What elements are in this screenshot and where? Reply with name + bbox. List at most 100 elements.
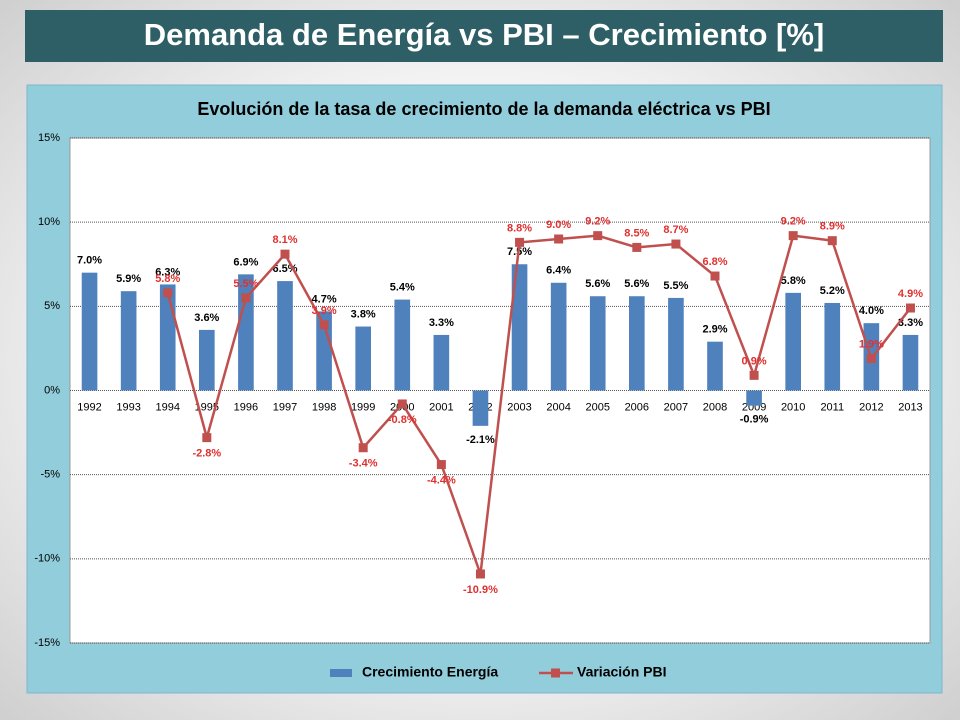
- bar: [81, 272, 98, 391]
- bar-value-label: 3.8%: [351, 308, 376, 320]
- legend-swatch: [551, 668, 560, 678]
- bar-value-label: 5.6%: [624, 278, 649, 290]
- bar-value-label: 5.9%: [116, 273, 141, 285]
- bar-value-label: 4.0%: [859, 305, 884, 317]
- x-tick-label: 2005: [585, 401, 609, 413]
- x-tick-label: 1997: [273, 401, 297, 413]
- line-marker: [866, 354, 876, 364]
- bar-value-label: 5.4%: [390, 282, 415, 294]
- x-tick-label: 2006: [625, 401, 649, 413]
- legend-swatch: [330, 669, 352, 677]
- bar: [668, 297, 684, 391]
- legend-label: Crecimiento Energía: [362, 664, 498, 680]
- bar-value-label: 3.3%: [429, 317, 454, 329]
- bar-value-label: 3.6%: [194, 312, 219, 324]
- line-marker: [632, 242, 642, 252]
- line-value-label: 8.5%: [624, 227, 649, 239]
- line-marker: [397, 399, 407, 409]
- line-value-label: 4.9%: [898, 288, 923, 300]
- bar: [199, 329, 215, 391]
- bar: [629, 296, 645, 391]
- line-value-label: 0.9%: [742, 355, 767, 367]
- line-marker: [905, 303, 915, 313]
- y-tick-label: 10%: [38, 216, 60, 228]
- bar: [785, 292, 801, 391]
- bar: [824, 302, 841, 391]
- line-marker: [319, 320, 329, 330]
- line-value-label: 3.9%: [312, 305, 337, 317]
- legend-label: Variación PBI: [577, 664, 666, 680]
- bar-value-label: 5.2%: [820, 285, 845, 297]
- y-tick-label: 0%: [44, 384, 60, 396]
- x-tick-label: 1996: [234, 401, 258, 413]
- x-tick-label: 2008: [703, 401, 727, 413]
- y-tick-label: 15%: [38, 132, 60, 144]
- line-marker: [358, 443, 368, 453]
- line-value-label: 8.8%: [507, 222, 532, 234]
- x-tick-label: 2012: [859, 401, 883, 413]
- bar-value-label: 5.6%: [585, 278, 610, 290]
- line-marker: [827, 236, 837, 246]
- bar-value-label: 3.3%: [898, 317, 923, 329]
- x-tick-label: 2007: [664, 401, 688, 413]
- line-value-label: 9.2%: [585, 216, 610, 228]
- bar-value-label: 4.7%: [312, 293, 337, 305]
- y-tick-label: -5%: [40, 469, 60, 481]
- line-value-label: 1.9%: [859, 338, 884, 350]
- line-value-label: 8.9%: [820, 221, 845, 233]
- line-marker: [436, 460, 446, 470]
- y-tick-label: 5%: [44, 300, 60, 312]
- bar: [316, 311, 332, 391]
- header-bar: [25, 10, 943, 62]
- x-tick-label: 1994: [155, 401, 179, 413]
- x-tick-label: 2013: [898, 401, 922, 413]
- bar: [355, 326, 371, 391]
- bar: [589, 296, 606, 391]
- line-value-label: -4.4%: [427, 474, 456, 486]
- bar: [120, 291, 137, 391]
- bar: [707, 341, 723, 391]
- line-value-label: -2.8%: [192, 448, 221, 460]
- x-tick-label: 1999: [351, 401, 375, 413]
- line-marker: [554, 234, 564, 244]
- bar-value-label: -2.1%: [466, 434, 495, 446]
- line-value-label: 5.8%: [155, 273, 180, 285]
- x-tick-label: 2010: [781, 401, 805, 413]
- bar-value-label: 6.4%: [546, 265, 571, 277]
- bar-value-label: 2.9%: [702, 324, 727, 336]
- bar-value-label: 7.0%: [77, 255, 102, 267]
- x-tick-label: 1992: [77, 401, 101, 413]
- line-marker: [280, 249, 290, 259]
- chart-title: Evolución de la tasa de crecimiento de l…: [197, 99, 770, 119]
- bar: [511, 264, 528, 391]
- bar: [550, 282, 567, 391]
- bar: [433, 334, 450, 391]
- line-value-label: -3.4%: [349, 458, 378, 470]
- line-marker: [710, 271, 720, 281]
- bar-value-label: -0.9%: [740, 414, 769, 426]
- line-marker: [163, 288, 173, 298]
- line-marker: [515, 237, 525, 247]
- bar-value-label: 5.5%: [663, 280, 688, 292]
- x-tick-label: 1998: [312, 401, 336, 413]
- line-marker: [671, 239, 681, 249]
- line-marker: [749, 370, 759, 380]
- x-tick-label: 2004: [546, 401, 570, 413]
- y-tick-label: -10%: [34, 553, 60, 565]
- line-value-label: -10.9%: [463, 584, 498, 596]
- line-marker: [202, 433, 212, 443]
- bar-value-label: 7.5%: [507, 246, 532, 258]
- bar: [238, 274, 254, 391]
- x-tick-label: 1993: [116, 401, 140, 413]
- line-value-label: 9.2%: [781, 216, 806, 228]
- x-tick-label: 2001: [429, 401, 453, 413]
- bar-value-label: 5.8%: [781, 275, 806, 287]
- line-value-label: 8.1%: [272, 234, 297, 246]
- line-marker: [788, 231, 798, 241]
- bar: [159, 284, 176, 391]
- line-value-label: -0.8%: [388, 414, 417, 426]
- y-tick-label: -15%: [34, 637, 60, 649]
- bar: [394, 299, 411, 391]
